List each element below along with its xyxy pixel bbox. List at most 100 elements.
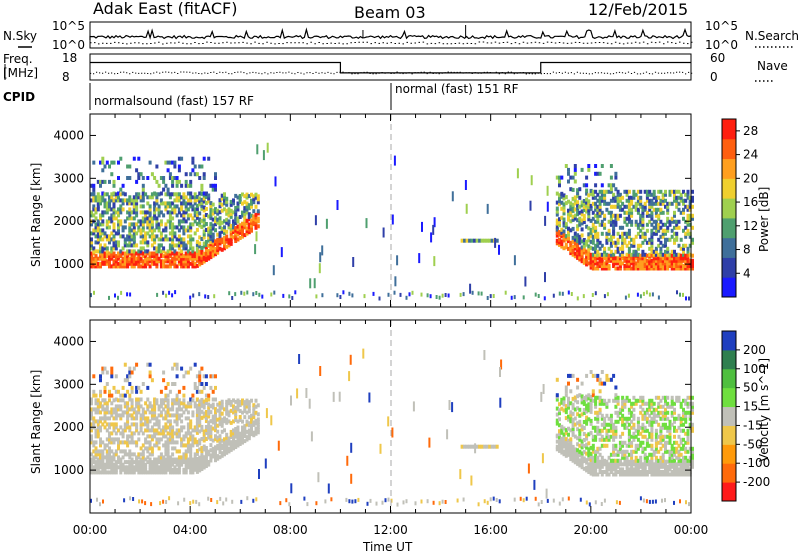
echo-cell: [627, 431, 631, 436]
echo-cell: [168, 222, 172, 227]
echo-cell: [103, 231, 107, 236]
echo-cell: [243, 400, 247, 405]
echo-cell: [612, 195, 616, 200]
echo-cell: [576, 200, 580, 205]
echo-cell: [117, 413, 120, 418]
echo-cell: [552, 498, 555, 503]
echo-cell: [164, 207, 168, 212]
echo-cell: [616, 256, 620, 261]
echo-cell: [223, 236, 226, 240]
echo-cell: [225, 211, 229, 216]
noise-panel-frame: [89, 21, 692, 49]
echo-cell: [227, 419, 231, 424]
echo-cell: [186, 264, 190, 269]
echo-cell: [254, 426, 258, 431]
echo-cell: [141, 222, 145, 227]
echo-cell: [182, 192, 186, 197]
echo-cell: [202, 223, 206, 228]
echo-cell: [128, 201, 132, 206]
echo-cell: [654, 458, 658, 463]
echo-cell: [229, 202, 233, 207]
echo-cell: [105, 465, 109, 470]
echo-cell: [94, 216, 98, 221]
echo-cell: [654, 266, 658, 271]
echo-cell: [96, 231, 100, 236]
echo-cell: [204, 247, 208, 252]
echo-cell: [110, 465, 114, 470]
echo-cell: [99, 457, 102, 462]
echo-cell: [229, 223, 233, 228]
echo-cell: [573, 416, 577, 421]
echo-cell: [92, 249, 96, 254]
echo-cell: [225, 432, 229, 437]
echo-cell: [598, 395, 602, 400]
echo-cell: [636, 189, 640, 194]
echo-cell: [546, 498, 549, 503]
echo-cell: [200, 454, 204, 459]
echo-cell: [596, 192, 600, 197]
echo-cell: [654, 431, 658, 436]
echo-cell: [101, 219, 105, 224]
echo-cell: [641, 207, 645, 212]
echo-cell: [639, 470, 643, 474]
echo-cell: [92, 204, 96, 209]
echo-cell: [664, 464, 667, 469]
time-axis: 00:00 04:00 08:00 12:00 16:00 20:00 00:00: [73, 523, 709, 537]
echo-cell: [207, 193, 211, 198]
echo-cell: [141, 228, 145, 233]
echo-cell: [218, 407, 222, 412]
echo-cell: [216, 423, 220, 428]
echo-cell: [245, 231, 249, 236]
echo-cell: [173, 231, 177, 236]
echo-cell: [609, 164, 613, 168]
echo-cell: [159, 210, 163, 215]
echo-cell: [569, 454, 573, 459]
echo-cell: [614, 472, 618, 477]
echo-cell: [321, 293, 324, 298]
echo-cell: [232, 230, 235, 235]
echo-cell: [139, 249, 143, 254]
echo-cell: [209, 234, 213, 239]
echo-cell: [688, 413, 692, 418]
echo-cell: [582, 199, 586, 203]
echo-cell: [110, 216, 114, 221]
echo-cell: [166, 210, 170, 215]
echo-cell: [157, 249, 161, 254]
echo-cell: [220, 443, 224, 448]
echo-cell: [475, 238, 479, 243]
echo-cell: [580, 424, 584, 429]
echo-cell: [110, 172, 114, 177]
echo-cell: [650, 410, 654, 415]
echo-cell: [157, 425, 161, 430]
echo-cell: [135, 198, 139, 203]
echo-cell: [661, 464, 665, 469]
echo-cell: [148, 401, 152, 406]
echo-cell: [141, 457, 145, 462]
echo-cell: [137, 176, 141, 180]
echo-cell: [641, 252, 645, 257]
colorbar-swatch: [722, 138, 736, 160]
echo-cell: [202, 399, 206, 404]
echo-cell: [130, 216, 134, 221]
echo-cell: [198, 458, 202, 463]
echo-cell: [96, 410, 100, 415]
echo-cell: [92, 264, 96, 269]
echo-cell: [609, 452, 613, 457]
echo-cell: [576, 456, 580, 461]
echo-cell: [614, 398, 618, 403]
echo-cell: [119, 251, 123, 256]
echo-cell: [214, 374, 217, 379]
echo-cell: [573, 460, 577, 465]
echo-cell: [112, 216, 116, 221]
echo-cell: [686, 261, 690, 266]
echo-cell: [128, 434, 132, 439]
echo-cell: [130, 256, 134, 261]
echo-cell: [126, 243, 130, 248]
echo-cell: [650, 210, 654, 215]
echo-cell: [128, 455, 132, 460]
echo-cell: [175, 440, 179, 445]
echo-cell: [209, 456, 213, 460]
echo-cell: [202, 208, 206, 213]
cpid-segment-2: normal (fast) 151 RF: [395, 82, 519, 96]
echo-cell: [682, 458, 685, 463]
